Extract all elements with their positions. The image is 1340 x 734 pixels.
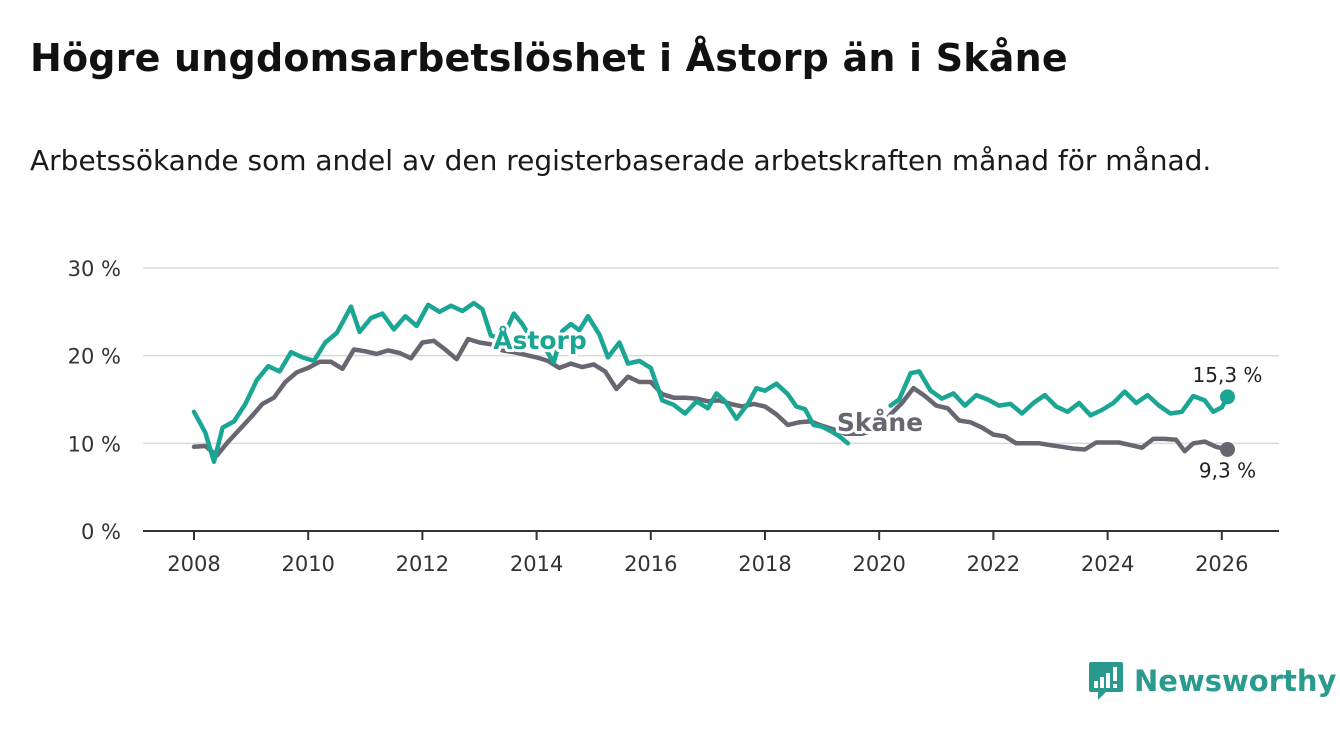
x-axis: 2008 2010 2012 2014 2016 2018 2020 2022 2024 2026 <box>143 530 1279 576</box>
newsworthy-logo-text: Newsworthy <box>1134 664 1337 698</box>
newsworthy-logo: Newsworthy <box>1088 660 1336 702</box>
end-point-skane <box>1220 441 1236 457</box>
x-tick-label: 2014 <box>510 552 563 576</box>
y-tick-label: 0 % <box>81 520 121 544</box>
x-tick-label: 2008 <box>167 552 220 576</box>
x-tick-label: 2016 <box>624 552 677 576</box>
newsworthy-logo-icon <box>1089 662 1123 700</box>
series-line-astorp-1 <box>888 369 1230 418</box>
chart-subtitle: Arbetssökande som andel av den registerb… <box>30 144 1212 177</box>
x-tick-label: 2018 <box>738 552 791 576</box>
series-line-astorp-0 <box>191 300 851 464</box>
y-tick-label: 10 % <box>68 432 121 456</box>
series-line-skane-0 <box>191 336 1230 458</box>
end-value-label-astorp: 15,3 % <box>1193 363 1263 387</box>
x-tick-label: 2024 <box>1081 552 1134 576</box>
end-points: 15,3 % 9,3 % <box>1193 363 1263 483</box>
y-tick-label: 20 % <box>68 345 121 369</box>
x-tick-label: 2020 <box>852 552 905 576</box>
x-tick-label: 2010 <box>281 552 334 576</box>
series-labels: Åstorp Skåne <box>490 323 926 440</box>
series-label-astorp: Åstorp <box>493 326 587 355</box>
x-tick-label: 2022 <box>967 552 1020 576</box>
series-label-skane: Skåne <box>837 408 923 437</box>
end-value-label-skane: 9,3 % <box>1199 458 1256 482</box>
end-point-astorp <box>1220 389 1236 405</box>
chart-title: Högre ungdomsarbetslöshet i Åstorp än i … <box>30 36 1068 80</box>
x-tick-label: 2012 <box>396 552 449 576</box>
series-lines <box>191 300 1230 464</box>
gridlines <box>143 267 1279 445</box>
y-axis-ticks: 0 % 10 % 20 % 30 % <box>68 257 121 544</box>
x-tick-label: 2026 <box>1195 552 1248 576</box>
y-tick-label: 30 % <box>68 257 121 281</box>
